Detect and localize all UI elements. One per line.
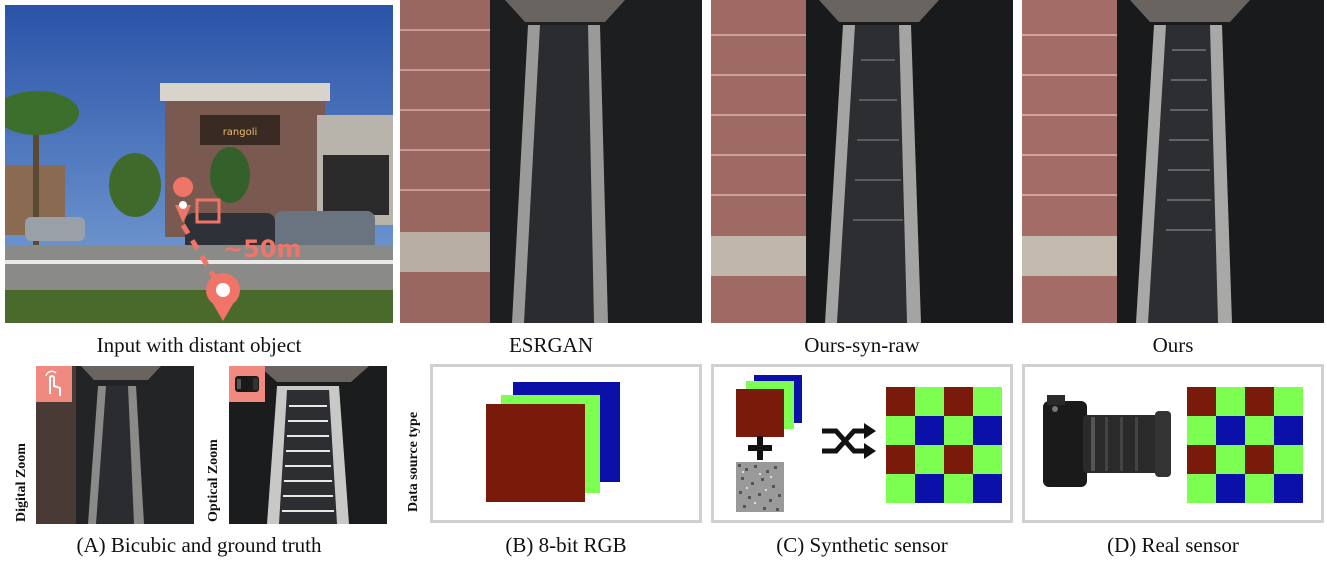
caption-ours: Ours [1152,333,1194,357]
optical-zoom-label: Optical Zoom [206,439,221,522]
optical-zoom-photo [229,366,387,524]
digital-zoom-label: Digital Zoom [14,443,29,522]
location-pin-icon [206,273,240,321]
plus-icon [748,436,772,460]
caption-esrgan: ESRGAN [508,333,593,357]
data-source-type-label: Data source type [406,411,421,512]
bayer-pattern [1187,387,1303,503]
digital-zoom-photo [36,366,194,524]
rgb-panel [430,364,702,523]
camera-lens-icon [229,366,265,402]
caption-input: Input with distant object [96,333,302,357]
shuffle-icon [822,428,868,454]
esrgan-result [400,0,702,323]
location-pin-icon [173,177,194,223]
real-sensor-panel [1022,364,1324,523]
synthetic-sensor-panel [711,364,1013,523]
caption-c: (C) Synthetic sensor [776,533,948,557]
ours-syn-raw-result [711,0,1013,323]
red-channel [486,404,585,502]
caption-b: (B) 8-bit RGB [505,533,627,557]
noise-image [736,462,784,512]
caption-a: (A) Bicubic and ground truth [76,533,322,557]
distance-label: ~50m [223,235,302,263]
ours-result [1022,0,1324,323]
hand-gesture-icon [36,366,72,402]
bayer-pattern [886,387,1002,503]
camera-icon [1043,395,1171,487]
caption-syn-raw: Ours-syn-raw [804,333,920,357]
input-photo: rangoli ~50m [5,5,393,323]
store-sign: rangoli [223,127,258,138]
caption-d: (D) Real sensor [1107,533,1239,557]
